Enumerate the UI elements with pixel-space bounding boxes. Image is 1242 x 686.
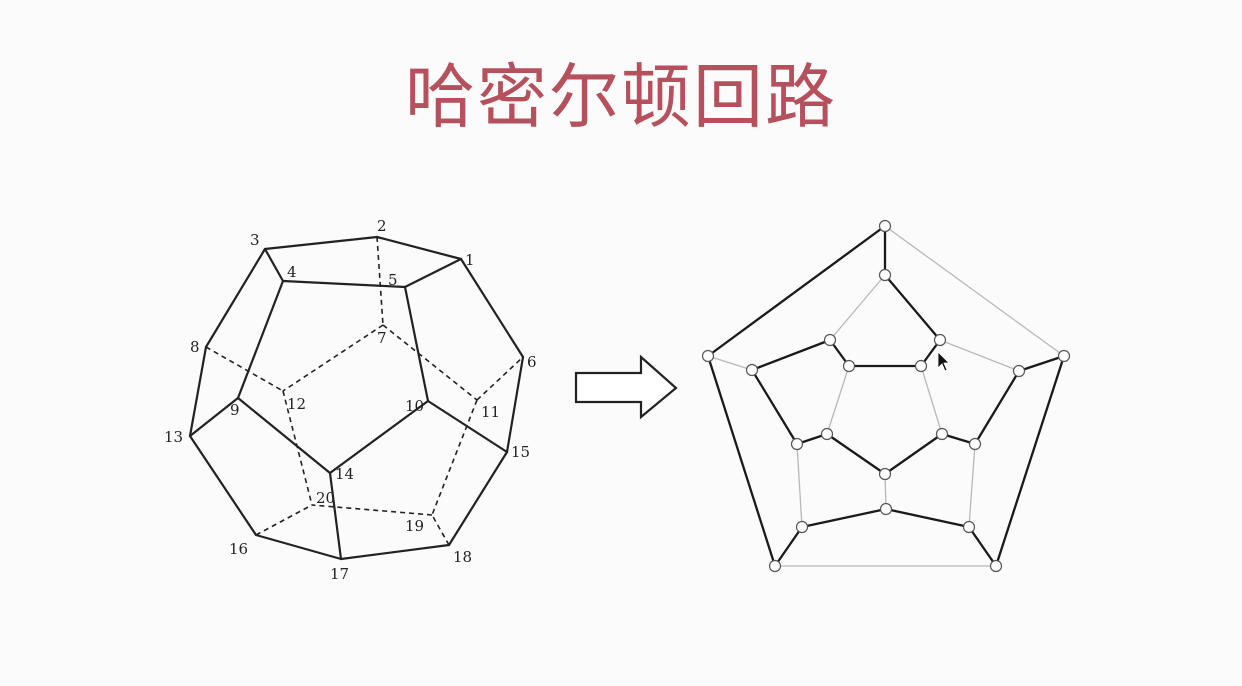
vertex-label-18: 18 — [453, 548, 472, 566]
vertex-label-3: 3 — [250, 231, 260, 249]
visible-edge — [505, 355, 525, 454]
vertex-label-12: 12 — [287, 395, 306, 413]
vertex-label-17: 17 — [330, 565, 349, 583]
graph-edge — [939, 339, 1020, 372]
hamiltonian-edge — [973, 369, 1021, 446]
hidden-edge — [382, 324, 478, 401]
hamiltonian-edge — [706, 224, 887, 358]
graph-edge — [826, 365, 850, 435]
graph-node — [823, 333, 837, 347]
graph-node — [768, 559, 782, 573]
hamiltonian-edge — [883, 273, 942, 342]
vertex-label-4: 4 — [287, 263, 297, 281]
visible-edge — [375, 235, 463, 261]
visible-edge — [403, 257, 463, 289]
graph-node — [701, 349, 715, 363]
visible-edge — [447, 450, 509, 547]
vertex-label-7: 7 — [377, 329, 387, 347]
vertex-label-2: 2 — [377, 217, 387, 235]
visible-edge — [236, 396, 332, 475]
vertex-label-11: 11 — [481, 403, 500, 421]
graph-node — [1012, 364, 1026, 378]
visible-edge — [328, 471, 343, 561]
vertex-label-19: 19 — [405, 517, 424, 535]
visible-edge — [339, 543, 451, 561]
hidden-edge — [376, 236, 384, 326]
graph-node — [879, 502, 893, 516]
vertex-label-14: 14 — [335, 465, 354, 483]
hamiltonian-edge — [800, 507, 888, 529]
visible-edge — [281, 279, 407, 289]
mouse-pointer-icon — [937, 351, 950, 372]
vertex-label-8: 8 — [190, 338, 200, 356]
hidden-edge — [476, 356, 524, 401]
visible-edge — [188, 396, 240, 438]
graph-edge — [707, 355, 753, 371]
graph-node — [878, 467, 892, 481]
graph-node — [914, 359, 928, 373]
hidden-edge — [282, 324, 384, 392]
graph-node — [878, 268, 892, 282]
graph-node — [989, 559, 1003, 573]
hamiltonian-edge — [750, 368, 799, 446]
hidden-edge — [255, 504, 313, 536]
vertex-label-6: 6 — [527, 353, 537, 371]
graph-edge — [796, 443, 803, 528]
visible-edge — [263, 247, 285, 283]
planar-graph — [701, 219, 1071, 573]
graph-node — [790, 437, 804, 451]
graph-node — [933, 333, 947, 347]
graph-edge — [829, 274, 886, 341]
graph-edge — [920, 365, 943, 435]
hidden-edge — [431, 514, 450, 546]
graph-node — [935, 427, 949, 441]
visible-edge — [263, 235, 379, 251]
graph-node — [878, 219, 892, 233]
hamiltonian-edge — [967, 525, 998, 568]
vertex-label-15: 15 — [511, 443, 530, 461]
graph-node — [820, 427, 834, 441]
visible-edge — [236, 279, 285, 400]
graph-node — [968, 437, 982, 451]
page-title: 哈密尔顿回路 — [405, 56, 837, 138]
hidden-edge — [205, 346, 284, 392]
vertex-label-5: 5 — [388, 271, 398, 289]
graph-node — [795, 520, 809, 534]
visible-edge — [204, 247, 267, 349]
visible-edge — [188, 345, 208, 438]
hamiltonian-edge — [773, 525, 804, 568]
hamiltonian-edge — [750, 338, 832, 372]
hamiltonian-edge — [994, 354, 1066, 568]
visible-edge — [426, 399, 509, 454]
visible-edge — [254, 533, 343, 561]
hamiltonian-edge — [825, 432, 887, 476]
visible-edge — [403, 285, 430, 403]
visible-edge — [328, 399, 430, 475]
hidden-edge — [431, 399, 478, 516]
hamiltonian-edge — [883, 432, 944, 476]
vertex-label-9: 9 — [230, 401, 240, 419]
hidden-edge — [282, 390, 313, 506]
graph-node — [962, 520, 976, 534]
hidden-edge — [311, 504, 433, 516]
hamiltonian-edge — [1017, 354, 1066, 373]
vertex-label-13: 13 — [164, 428, 183, 446]
visible-edge — [459, 257, 525, 359]
visible-edge — [188, 434, 258, 537]
graph-node — [842, 359, 856, 373]
graph-edge — [968, 443, 976, 528]
vertex-label-20: 20 — [316, 489, 335, 507]
right-arrow-icon — [574, 354, 678, 420]
hamiltonian-edge — [706, 354, 777, 568]
vertex-label-16: 16 — [229, 540, 248, 558]
graph-edge — [884, 225, 1065, 357]
vertex-label-1: 1 — [465, 251, 475, 269]
vertex-label-10: 10 — [405, 397, 424, 415]
graph-node — [745, 363, 759, 377]
hamiltonian-edge — [884, 507, 971, 529]
graph-node — [1057, 349, 1071, 363]
